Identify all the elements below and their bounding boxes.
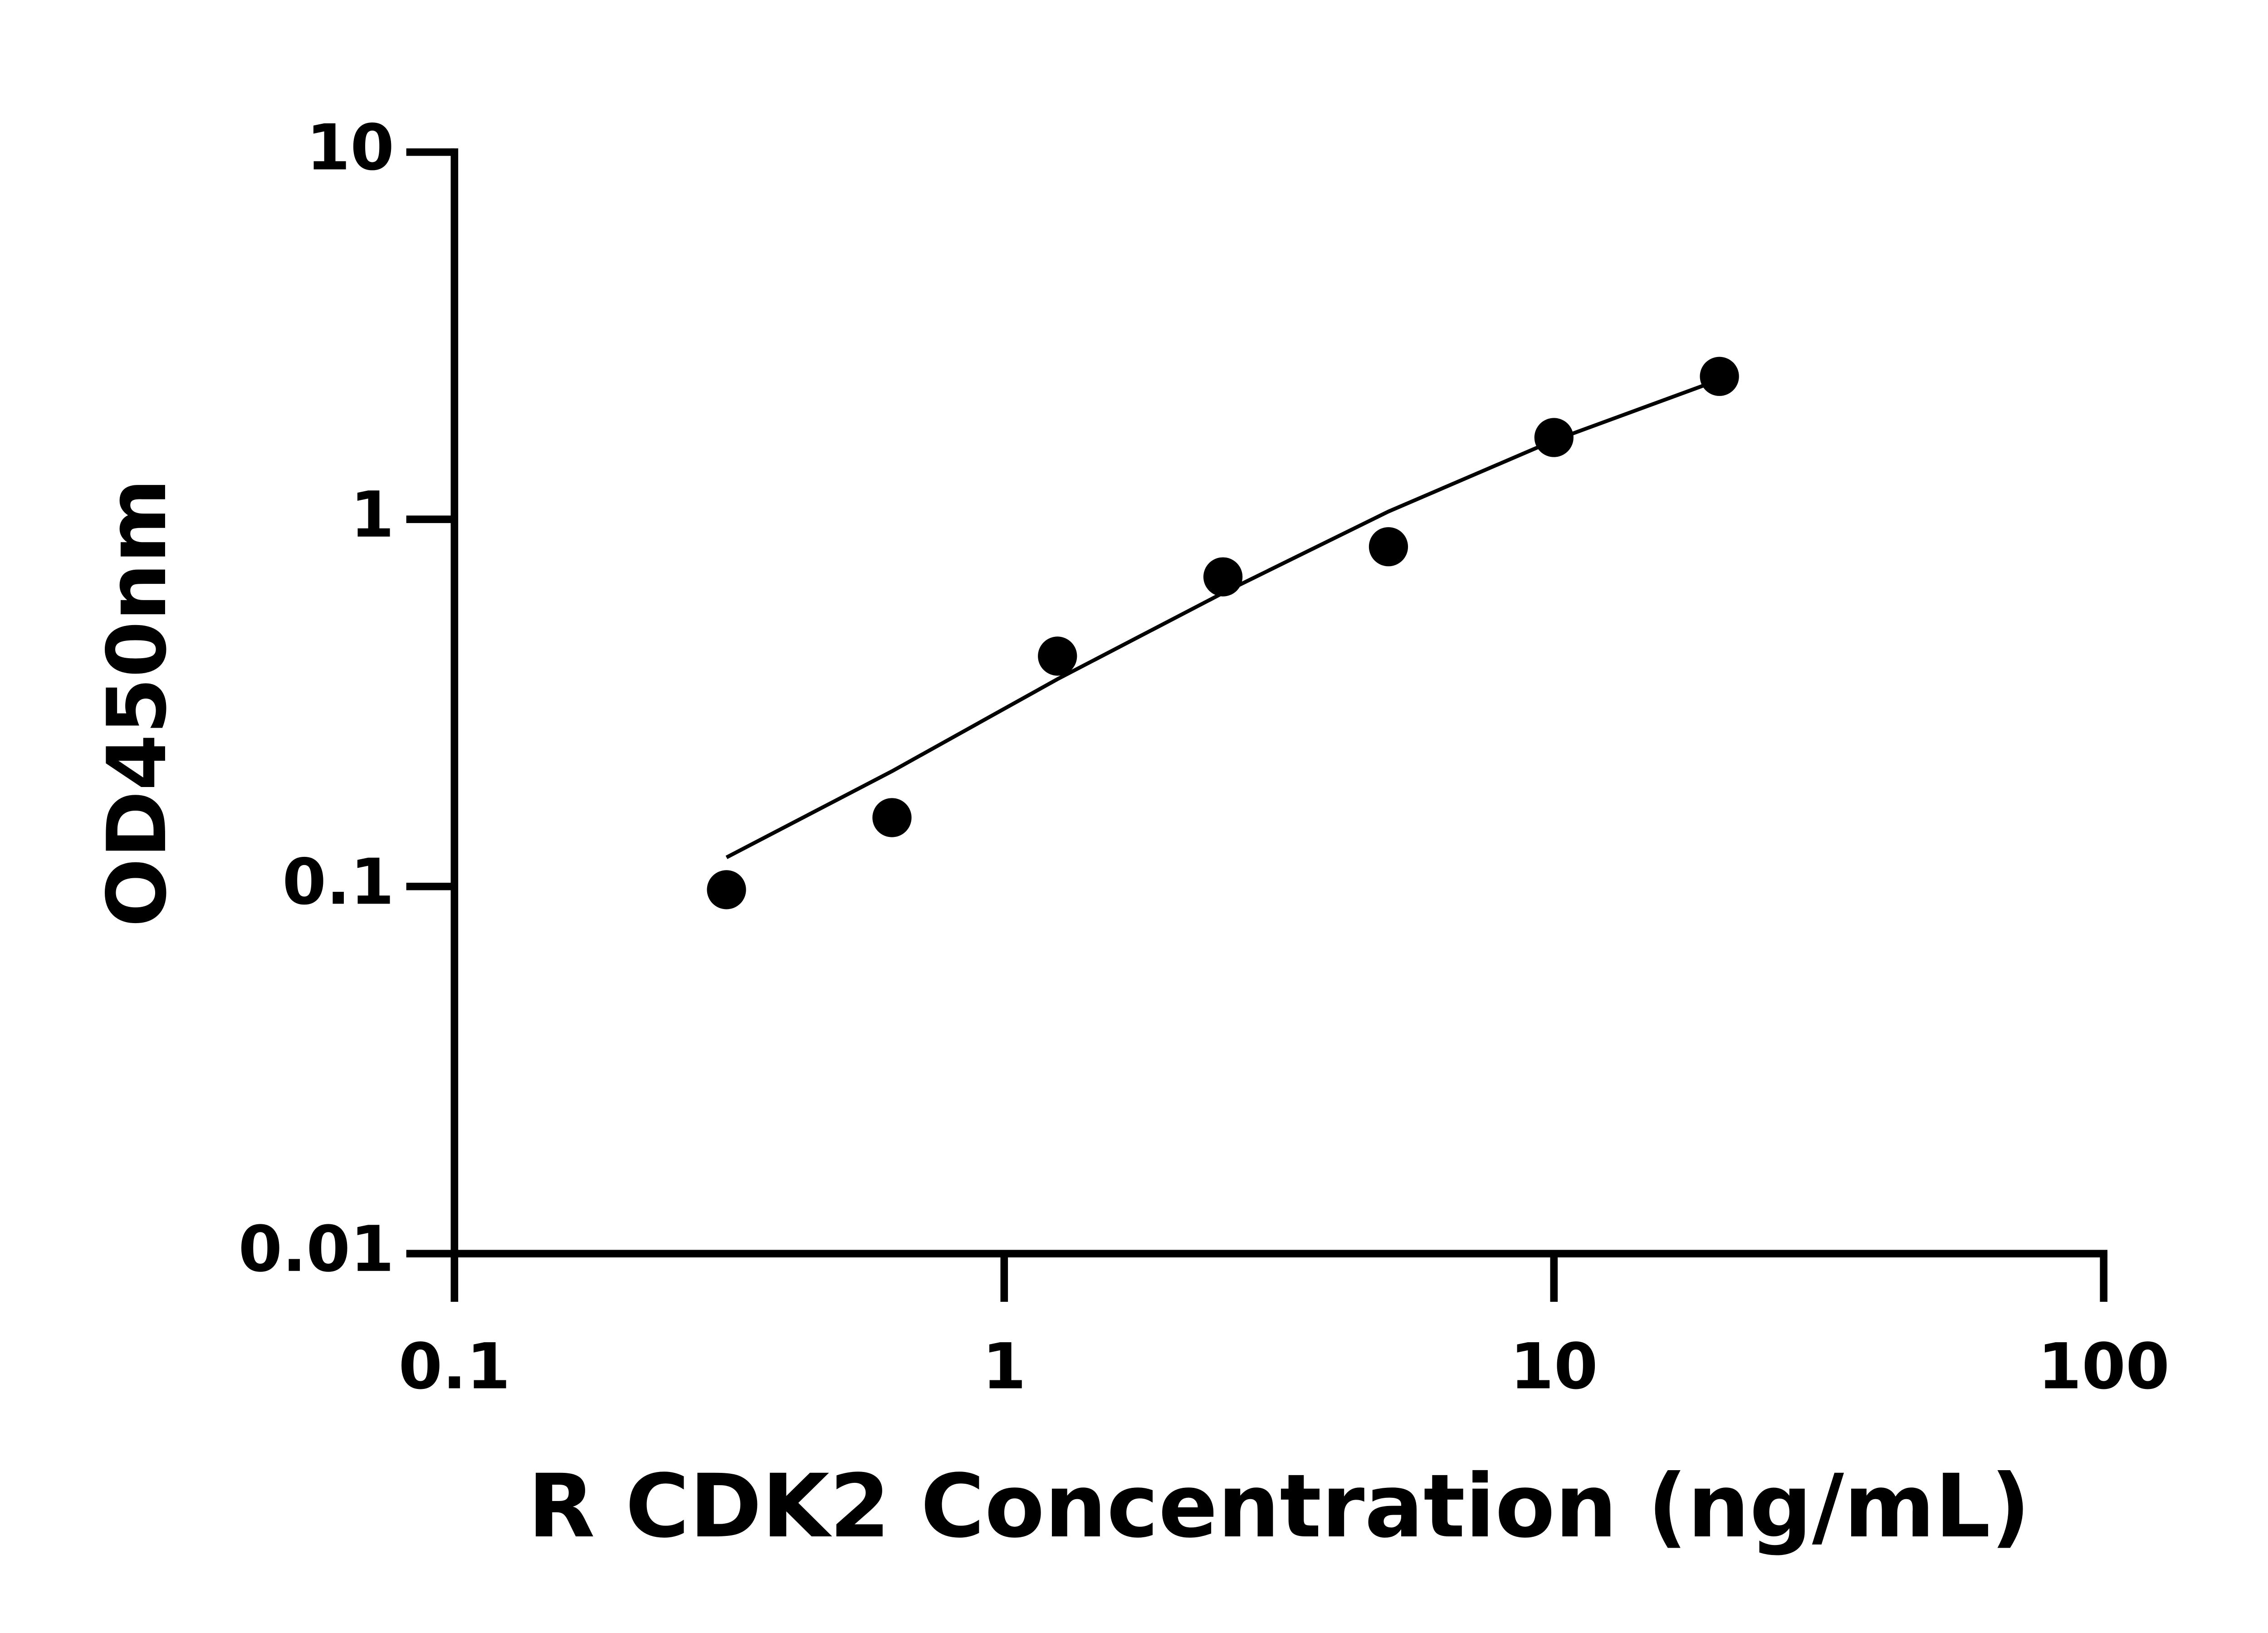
x-axis-title: R CDK2 Concentration (ng/mL) <box>528 1456 2030 1557</box>
x-tick-label: 10 <box>1510 1330 1598 1403</box>
y-tick-label: 10 <box>306 111 394 184</box>
data-point <box>872 798 912 837</box>
x-tick-label: 1 <box>982 1330 1026 1403</box>
y-axis-title: OD450nm <box>90 479 185 927</box>
data-point <box>707 870 746 909</box>
data-point <box>1534 418 1574 457</box>
y-tick-label: 1 <box>350 478 394 552</box>
data-point <box>1203 557 1243 596</box>
data-point <box>1038 636 1077 676</box>
x-tick-label: 100 <box>2038 1330 2170 1403</box>
data-point <box>1700 357 1739 396</box>
y-tick-label: 0.01 <box>238 1213 394 1286</box>
data-point <box>1369 527 1408 567</box>
y-tick-label: 0.1 <box>282 845 394 919</box>
x-tick-label: 0.1 <box>398 1330 510 1403</box>
